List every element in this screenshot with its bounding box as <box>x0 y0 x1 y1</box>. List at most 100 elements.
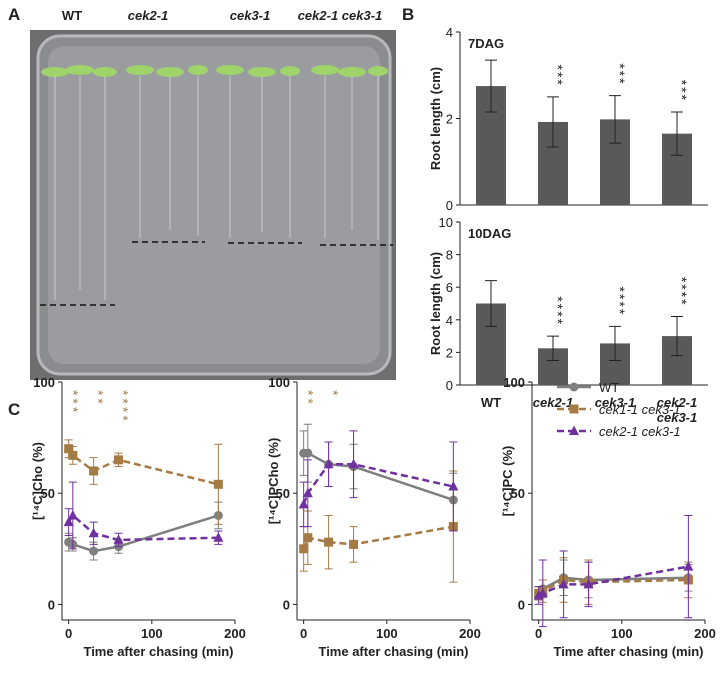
marker <box>88 527 99 538</box>
x-tick-label: 200 <box>694 626 716 641</box>
marker <box>89 466 99 476</box>
photo: WT cek2-1 cek3-1 cek2-1 cek3-1 <box>30 8 396 380</box>
marker <box>569 404 579 414</box>
marker <box>67 509 78 520</box>
panel-label: C <box>8 400 20 419</box>
y-tick-label: 4 <box>446 25 453 40</box>
chart-title: 10DAG <box>468 226 511 241</box>
significance: ** <box>91 390 107 407</box>
x-axis-label: Time after chasing (min) <box>318 644 468 659</box>
genotype-label: cek2-1 <box>128 8 168 23</box>
legend-label: cek2-1 cek3-1 <box>599 424 681 439</box>
y-tick-label: 100 <box>268 375 290 390</box>
marker <box>68 450 78 460</box>
x-tick-label: 0 <box>535 626 542 641</box>
x-tick-label: 200 <box>459 626 481 641</box>
error-bar <box>547 335 559 362</box>
marker <box>569 425 579 435</box>
marker <box>302 487 313 498</box>
y-tick-label: 0 <box>518 597 525 612</box>
roots <box>54 76 379 300</box>
marker <box>113 534 124 544</box>
marker <box>683 561 694 571</box>
y-axis-label: [¹⁴C]PCho (%) <box>266 438 281 525</box>
x-tick-label: 0 <box>300 626 307 641</box>
x-tick-label: 200 <box>224 626 246 641</box>
significance: **** <box>550 296 566 326</box>
significance: *** <box>612 63 628 85</box>
significance: * <box>326 390 342 398</box>
significance: *** <box>674 80 690 102</box>
marker <box>324 537 334 547</box>
error-bar <box>609 95 621 144</box>
y-tick-label: 50 <box>41 486 55 501</box>
genotype-label: cek3-1 <box>230 8 270 23</box>
genotype-label: cek2-1 cek3-1 <box>298 8 383 23</box>
error-bar <box>485 59 497 113</box>
marker <box>213 479 223 489</box>
x-tick-label: WT <box>481 395 501 410</box>
line <box>302 463 454 505</box>
y-tick-label: 50 <box>511 486 525 501</box>
x-tick-label: 100 <box>141 626 163 641</box>
marker <box>348 458 359 469</box>
marker <box>569 382 579 392</box>
genotype-label: WT <box>62 8 82 23</box>
marker <box>537 587 548 598</box>
y-tick-label: 2 <box>446 345 453 360</box>
x-tick-label: 0 <box>65 626 72 641</box>
error-bar <box>671 316 683 357</box>
panel-label: A <box>8 5 20 24</box>
marker <box>303 448 313 458</box>
legend-label: cek1-1 cek3-1 <box>599 402 681 417</box>
marker <box>299 544 309 554</box>
error-bar <box>671 111 683 156</box>
y-axis-label: Root length (cm) <box>428 67 443 170</box>
marker <box>89 546 99 556</box>
y-tick-label: 100 <box>33 375 55 390</box>
marker <box>349 539 359 549</box>
y-tick-label: 100 <box>503 375 525 390</box>
significance: *** <box>66 390 82 415</box>
marker <box>213 532 224 542</box>
error-bar <box>609 325 621 362</box>
marker <box>114 455 124 465</box>
y-tick-label: 50 <box>276 486 290 501</box>
x-tick-label: cek2-1 cek3-1 <box>657 395 697 425</box>
y-tick-label: 6 <box>446 280 453 295</box>
x-axis-label: Time after chasing (min) <box>83 644 233 659</box>
y-axis-label: [¹⁴C]PC (%) <box>500 446 515 517</box>
y-tick-label: 10 <box>439 215 453 230</box>
marker <box>298 498 309 509</box>
seedlings <box>41 65 388 77</box>
chart-title: 7DAG <box>468 36 504 51</box>
legend-label: WT <box>599 380 619 395</box>
significance: *** <box>550 65 566 87</box>
marker <box>63 516 74 527</box>
panel-label: B <box>402 5 414 24</box>
error-bar <box>485 280 497 327</box>
y-tick-label: 0 <box>48 597 55 612</box>
y-tick-label: 0 <box>283 597 290 612</box>
y-tick-label: 8 <box>446 248 453 263</box>
marker <box>558 578 569 589</box>
marker <box>448 481 459 491</box>
x-tick-label: cek2-1 <box>533 395 573 410</box>
x-tick-label: cek3-1 <box>595 395 635 410</box>
significance: **** <box>612 287 628 317</box>
significance: **** <box>116 390 132 424</box>
y-axis-label: [¹⁴C]Cho (%) <box>30 442 45 520</box>
plate-inner <box>48 46 380 364</box>
root-length-marks <box>40 241 393 306</box>
y-tick-label: 0 <box>446 198 453 213</box>
error-bar <box>547 96 559 148</box>
marker <box>323 458 334 469</box>
y-tick-label: 4 <box>446 313 453 328</box>
x-tick-label: 100 <box>611 626 633 641</box>
significance: **** <box>674 277 690 307</box>
y-axis-label: Root length (cm) <box>428 252 443 355</box>
marker <box>64 444 74 454</box>
line <box>303 451 454 502</box>
marker <box>583 578 594 589</box>
